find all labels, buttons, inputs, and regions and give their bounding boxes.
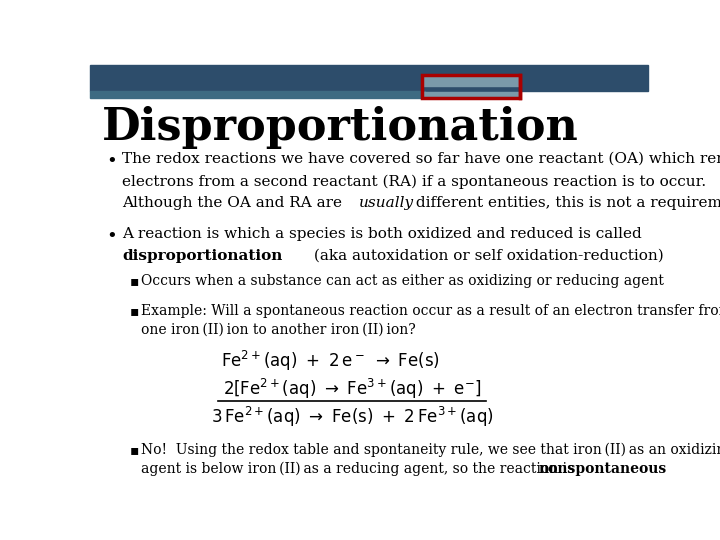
Text: nonspontaneous: nonspontaneous [539,462,667,476]
Text: A reaction is which a species is both oxidized and reduced is called: A reaction is which a species is both ox… [122,227,642,241]
Text: one iron (II) ion to another iron (II) ion?: one iron (II) ion to another iron (II) i… [141,323,416,337]
Text: Although the OA and RA are: Although the OA and RA are [122,196,347,210]
Text: ▪: ▪ [130,304,140,318]
Bar [422,75,520,98]
Text: electrons from a second reactant (RA) if a spontaneous reaction is to occur.: electrons from a second reactant (RA) if… [122,174,706,188]
Text: •: • [107,152,117,170]
Text: ▪: ▪ [130,274,140,288]
Text: No!  Using the redox table and spontaneity rule, we see that iron (II) as an oxi: No! Using the redox table and spontaneit… [141,443,720,457]
Bar [422,75,520,86]
Text: •: • [107,227,117,245]
Text: $\mathrm{3\,Fe^{2+}(aq)\ \rightarrow\ Fe(s)\ +\ 2\,Fe^{3+}(aq)}$: $\mathrm{3\,Fe^{2+}(aq)\ \rightarrow\ Fe… [211,406,494,429]
Text: Occurs when a substance can act as either as oxidizing or reducing agent: Occurs when a substance can act as eithe… [141,274,665,288]
Bar [90,65,648,91]
Text: usually: usually [359,196,414,210]
Text: disproportionation: disproportionation [122,249,283,263]
Text: different entities, this is not a requirement.: different entities, this is not a requir… [411,196,720,210]
Bar [422,92,520,98]
Text: Example: Will a spontaneous reaction occur as a result of an electron transfer f: Example: Will a spontaneous reaction occ… [141,304,720,318]
Text: ▪: ▪ [130,443,140,457]
Text: agent is below iron (II) as a reducing agent, so the reaction is: agent is below iron (II) as a reducing a… [141,462,579,476]
Text: (aka autoxidation or self oxidation-reduction): (aka autoxidation or self oxidation-redu… [309,249,664,263]
Text: Disproportionation: Disproportionation [102,106,579,150]
Text: $\mathrm{2[Fe^{2+}(aq)\ \rightarrow\ Fe^{3+}(aq)\ +\ e^{-}]}$: $\mathrm{2[Fe^{2+}(aq)\ \rightarrow\ Fe^… [223,377,482,401]
Text: The redox reactions we have covered so far have one reactant (OA) which removes: The redox reactions we have covered so f… [122,152,720,166]
Text: $\mathrm{Fe^{2+}(aq)\ +\ 2\,e^-\ \rightarrow\ Fe(s)}$: $\mathrm{Fe^{2+}(aq)\ +\ 2\,e^-\ \righta… [220,349,439,373]
Bar [90,91,425,98]
